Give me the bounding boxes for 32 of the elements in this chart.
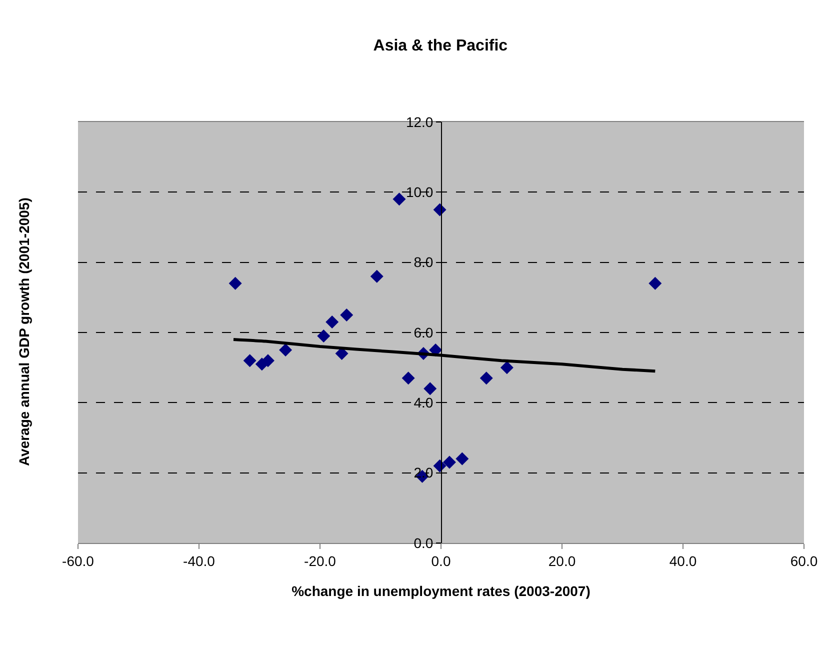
point [402,372,415,385]
point [500,361,514,374]
point [243,354,256,368]
x-tick-label: -40.0 [183,552,216,569]
point [648,276,662,290]
y-tick-label: 4.0 [414,394,434,411]
chart-title: Asia & the Pacific [373,37,508,54]
y-tick-label: 10.0 [406,184,434,200]
point [228,276,242,290]
point [370,270,384,283]
y-tick-label: 0.0 [414,534,434,551]
x-tick-label: 60.0 [790,552,818,569]
y-tick-label: 8.0 [414,254,434,270]
x-axis-title: %change in unemployment rates (2003-2007) [292,583,590,600]
x-tick-label: 20.0 [548,552,576,569]
point [392,192,406,206]
point [279,344,292,357]
y-tick-label: 6.0 [414,324,434,340]
point [456,452,469,466]
point [340,308,354,322]
x-tick-label: -60.0 [62,552,94,569]
x-tick-label: -20.0 [304,552,336,569]
y-axis-title: Average annual GDP growth (2001-2005) [16,198,32,466]
point [442,456,456,469]
point [480,372,493,385]
point [424,382,437,396]
point [326,315,339,328]
point [317,330,330,343]
point [261,354,274,368]
x-tick-label: 40.0 [669,552,697,569]
y-tick-label: 12.0 [406,114,434,130]
x-tick-label: 0.0 [431,552,451,569]
